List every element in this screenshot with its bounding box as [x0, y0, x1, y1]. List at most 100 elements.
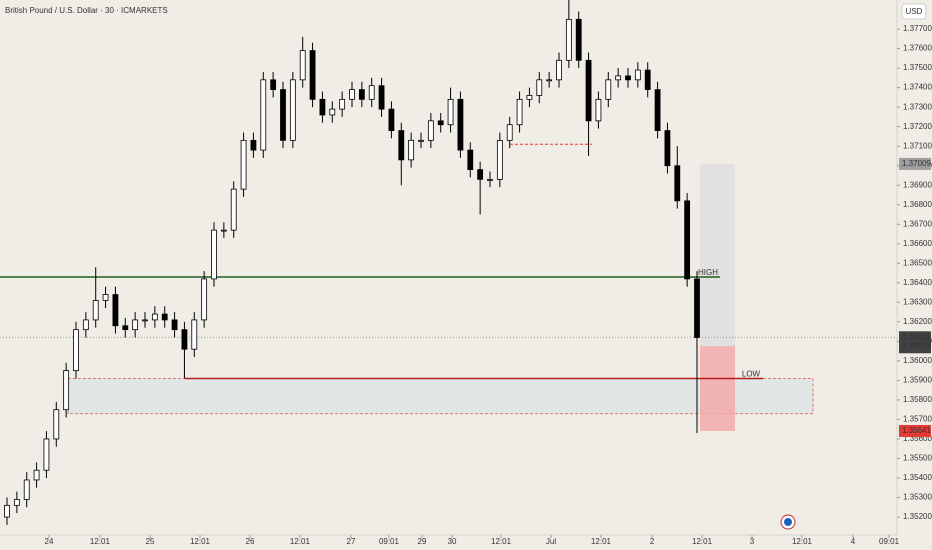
candle-body — [309, 50, 316, 100]
candle-body — [477, 169, 484, 180]
candle-body — [358, 89, 365, 100]
candle-body — [289, 79, 296, 141]
candle-body — [112, 294, 119, 327]
target-tag: 1.37009 — [902, 159, 931, 168]
y-tick-label: 1.36400 — [903, 278, 932, 287]
y-tick-label: 1.35400 — [903, 473, 932, 482]
candle-body — [437, 120, 444, 126]
candle-body — [664, 130, 671, 167]
y-tick-label: 1.35900 — [903, 376, 932, 385]
currency-box[interactable] — [901, 3, 927, 20]
x-tick-label: Jul — [546, 537, 556, 546]
plot: HIGH LOW — [0, 0, 897, 525]
candle-body — [299, 50, 306, 81]
x-tick-label: 09:01 — [879, 537, 900, 546]
candle-body — [151, 313, 158, 321]
candle-body — [53, 409, 60, 440]
y-tick-label: 1.37500 — [903, 63, 932, 72]
candle-body — [694, 278, 700, 338]
candle-body — [447, 98, 454, 126]
candle-body — [43, 438, 50, 471]
candle-body — [595, 98, 602, 122]
y-tick-label: 1.36900 — [903, 180, 932, 189]
candle-body — [615, 75, 622, 81]
y-tick-label: 1.35600 — [903, 434, 932, 443]
candle-body — [605, 79, 612, 100]
candle-body — [467, 149, 474, 171]
candle-body — [23, 479, 30, 500]
x-tick-label: 26 — [246, 537, 255, 546]
level-label: LOW — [742, 370, 761, 379]
candle-body — [625, 75, 631, 81]
candle-body — [378, 85, 385, 110]
stop-tag: 1.35641 — [902, 426, 931, 435]
level-label: HIGH — [698, 268, 718, 277]
candle-body — [516, 98, 523, 126]
candle-body — [487, 178, 493, 181]
candle-body — [191, 319, 198, 350]
candle-body — [546, 79, 553, 82]
candle-body — [575, 18, 582, 61]
entry-tag: 1.36076 — [902, 341, 931, 350]
x-tick-label: 4 — [851, 537, 856, 546]
y-tick-label: 1.35800 — [903, 395, 932, 404]
entry-tag-box — [899, 340, 931, 353]
candle-body — [240, 139, 247, 190]
candle-body — [329, 108, 336, 116]
candle-body — [506, 124, 513, 141]
candle-body — [684, 200, 691, 280]
y-tick-label: 1.35200 — [903, 512, 932, 521]
candle-body — [536, 79, 543, 96]
candle-body — [674, 165, 681, 202]
y-tick-label: 1.35700 — [903, 415, 932, 424]
candle-body — [349, 89, 355, 100]
candle-body — [250, 139, 257, 151]
y-tick-label: 1.36800 — [903, 200, 932, 209]
candle-body — [634, 69, 641, 81]
x-tick-label: 3 — [750, 537, 755, 546]
candle-body — [408, 139, 415, 161]
candle-body — [526, 95, 533, 100]
candle-body — [339, 98, 346, 110]
candle-body — [211, 229, 217, 280]
y-tick-label: 1.35300 — [903, 493, 932, 502]
candle-body — [388, 108, 395, 131]
candle-body — [319, 98, 326, 116]
y-tick-label: 1.37400 — [903, 83, 932, 92]
candle-body — [556, 59, 562, 81]
candle-body — [13, 499, 20, 506]
x-tick-label: 12:01 — [491, 537, 512, 546]
candle-body — [201, 278, 208, 321]
flag-icon — [780, 514, 796, 530]
position-target — [700, 163, 735, 347]
candle-body — [132, 319, 139, 331]
y-tick-label: 1.37200 — [903, 122, 932, 131]
y-tick-label: 1.36200 — [903, 317, 932, 326]
y-tick-label: 1.36300 — [903, 297, 932, 306]
candle-body — [270, 79, 277, 90]
candle-body — [644, 69, 651, 90]
candle-body — [161, 313, 168, 321]
x-tick-label: 2 — [650, 537, 655, 546]
x-tick-label: 25 — [146, 537, 155, 546]
candle-body — [230, 188, 237, 231]
candle-body — [654, 89, 661, 131]
currency[interactable]: USD — [906, 7, 923, 16]
candle-body — [418, 139, 424, 142]
candle-body — [280, 89, 286, 141]
candle-body — [457, 98, 464, 151]
y-tick-label: 1.37600 — [903, 44, 932, 53]
candle-body — [33, 469, 40, 481]
candle-body — [82, 319, 89, 331]
candle-body — [565, 18, 572, 61]
candle-body — [63, 370, 70, 411]
current-tag: 1.36121 — [902, 332, 931, 341]
y-tick-label: 1.36600 — [903, 239, 932, 248]
candle-body — [142, 319, 148, 322]
y-tick-label: 1.36700 — [903, 219, 932, 228]
x-tick-label: 09:01 — [379, 537, 400, 546]
y-tick-label: 1.36500 — [903, 258, 932, 267]
candle-body — [73, 329, 79, 372]
